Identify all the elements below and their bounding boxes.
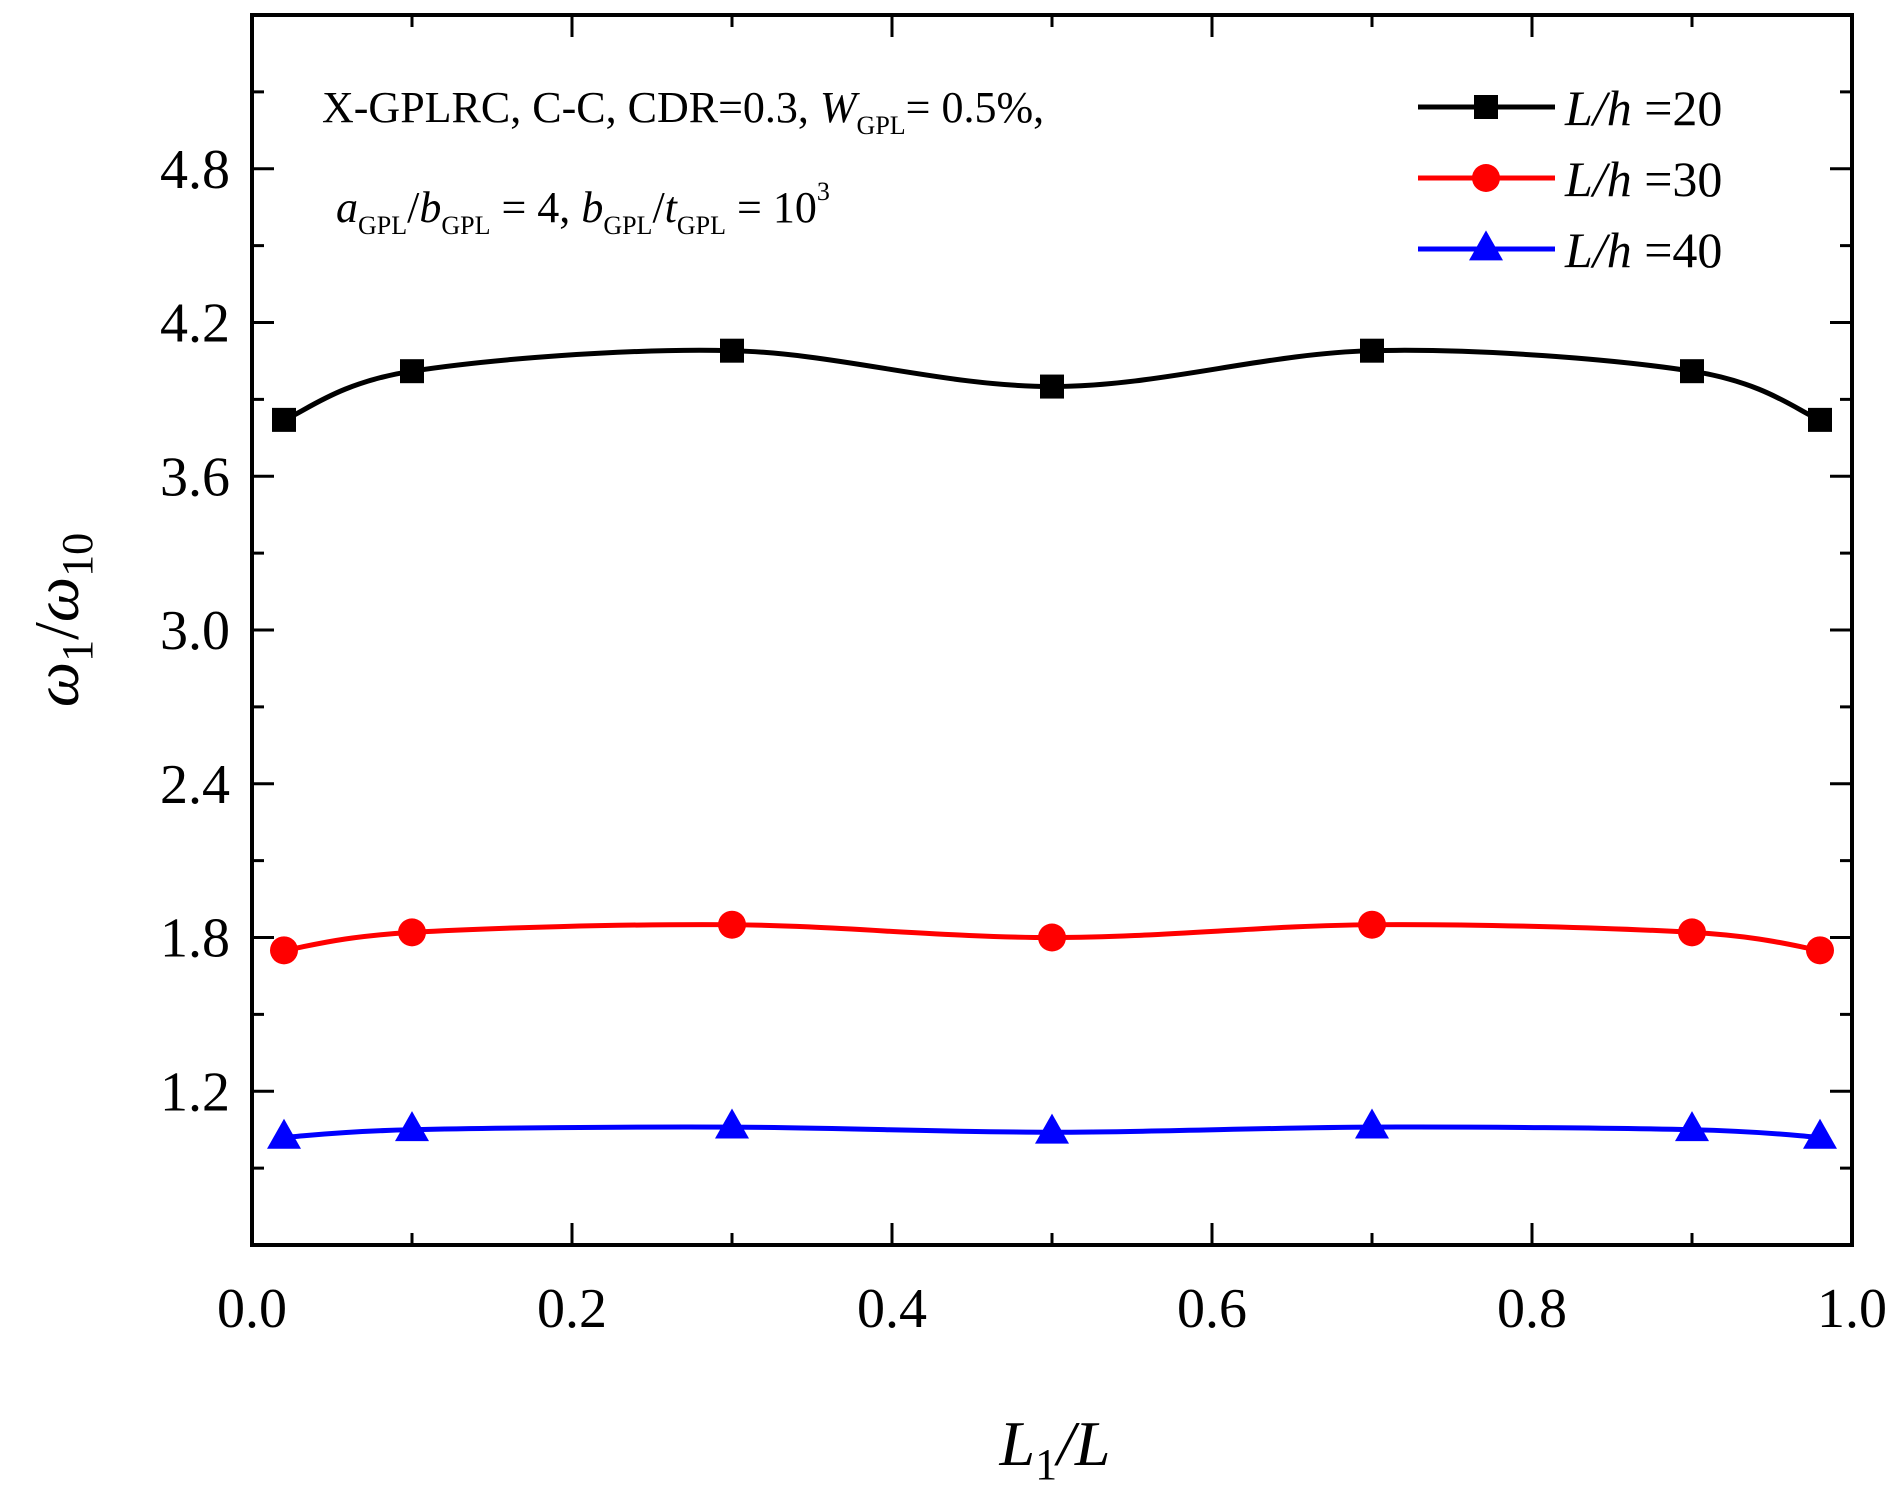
series-2-point (1038, 923, 1066, 952)
series-layer (267, 338, 1837, 1149)
series-1-point (400, 359, 424, 384)
legend-glyphs (1418, 95, 1555, 261)
x-tick-label: 0.2 (537, 1278, 607, 1340)
series-3 (267, 1108, 1837, 1149)
tick-label-layer: 0.0 0.2 0.4 0.6 0.8 1.0 1.2 1.8 2.4 3.0 3.6 4.2 4.8 (160, 139, 1887, 1340)
y-axis-title: ω1/ω10 (21, 533, 102, 707)
legend-label-series-2: L/h =30 (1564, 151, 1722, 207)
series-3-point (1675, 1111, 1709, 1142)
y-tick-label: 1.2 (160, 1061, 230, 1123)
series-3-point (715, 1108, 749, 1139)
x-axis-title: L1/L (999, 1408, 1111, 1489)
series-2-point (1358, 910, 1386, 939)
series-1-point (272, 407, 296, 432)
x-tick-label: 0.4 (857, 1278, 927, 1340)
y-tick-label: 3.0 (160, 600, 230, 662)
legend-marker-series-3 (1469, 230, 1503, 261)
plot-frame-layer (250, 13, 1854, 1247)
series-3-point (395, 1111, 429, 1142)
series-2-point (1806, 936, 1834, 965)
series-1-point (1680, 359, 1704, 384)
annotation-line-2: aGPL/bGPL = 4, bGPL/tGPL = 103 (336, 177, 830, 240)
series-2 (270, 910, 1834, 965)
series-2-point (270, 936, 298, 965)
series-1-point (720, 338, 744, 363)
series-2-point (718, 910, 746, 939)
series-3-point (1803, 1118, 1837, 1149)
series-3-point (1035, 1113, 1069, 1144)
x-tick-label: 1.0 (1817, 1278, 1887, 1340)
series-2-point (1678, 918, 1706, 947)
y-tick-label: 1.8 (160, 908, 230, 970)
legend: L/h =20 L/h =30 L/h =40 (1418, 80, 1722, 278)
series-3-point (267, 1118, 301, 1149)
series-1 (272, 338, 1832, 432)
legend-label-series-3: L/h =40 (1564, 222, 1722, 278)
series-1-point (1808, 407, 1832, 432)
y-tick-label: 4.2 (160, 293, 230, 355)
x-tick-label: 0.8 (1497, 1278, 1567, 1340)
legend-marker-series-1 (1474, 95, 1498, 119)
series-1-point (1040, 374, 1064, 399)
series-3-point (1355, 1108, 1389, 1139)
series-1-point (1360, 338, 1384, 363)
annotation-line-1: X-GPLRC, C-C, CDR=0.3, WGPL= 0.5%, (322, 83, 1044, 140)
x-tick-label: 0.0 (217, 1278, 287, 1340)
x-tick-label: 0.6 (1177, 1278, 1247, 1340)
legend-label-series-1: L/h =20 (1564, 80, 1722, 136)
legend-marker-series-2 (1472, 164, 1500, 192)
y-tick-label: 3.6 (160, 446, 230, 508)
series-2-point (398, 918, 426, 947)
y-tick-label: 4.8 (160, 139, 230, 201)
y-tick-label: 2.4 (160, 754, 230, 816)
